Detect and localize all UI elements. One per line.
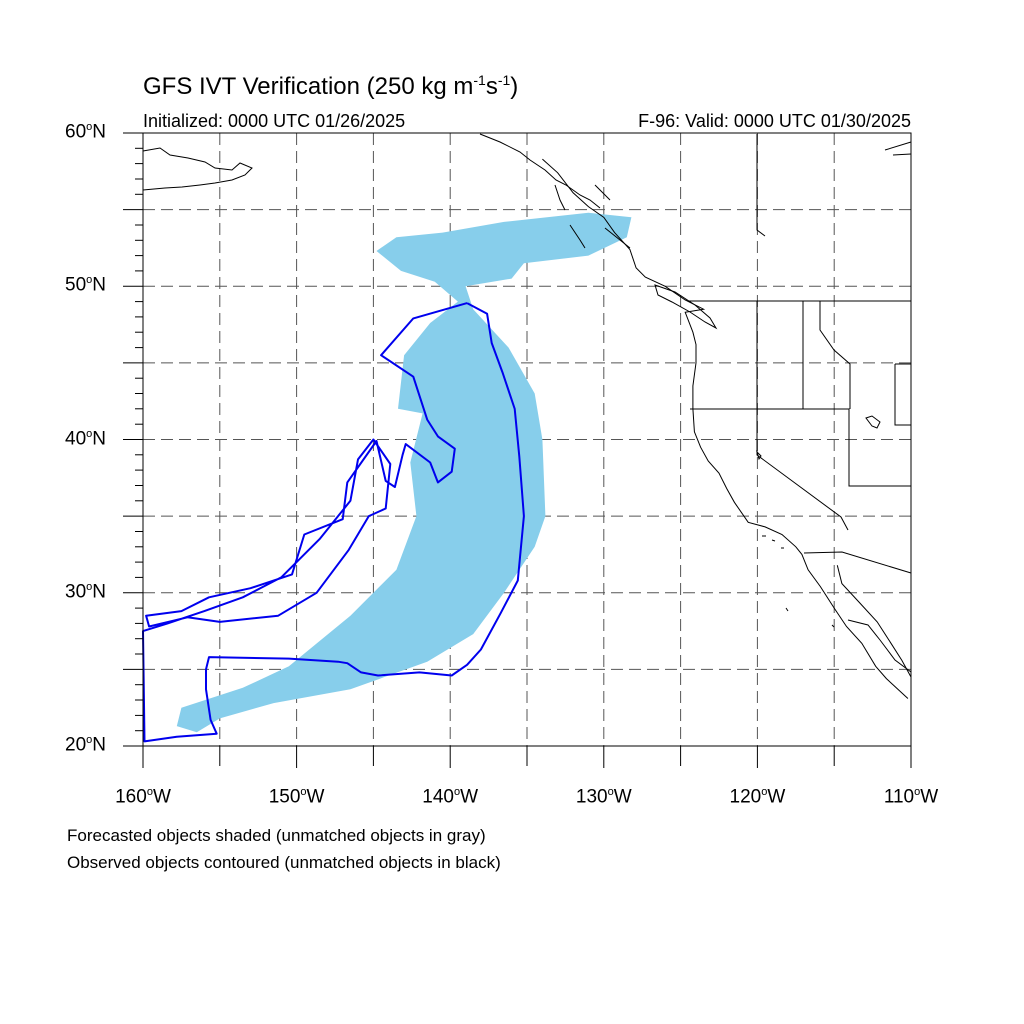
lon-deg: 120 [729, 786, 762, 808]
degree-symbol: o [761, 786, 768, 798]
lat-deg: 30 [65, 581, 87, 603]
lat-hem: N [92, 121, 106, 143]
lon-label-140: 140oW [400, 786, 500, 808]
note-forecast: Forecasted objects shaded (unmatched obj… [67, 826, 486, 845]
degree-symbol: o [86, 274, 93, 287]
lat-label-30: 30oN [36, 581, 106, 603]
lat-hem: N [92, 581, 106, 603]
lat-label-60: 60oN [36, 121, 106, 143]
observed-object-contour [142, 302, 525, 743]
initialized-label: Initialized: 0000 UTC 01/26/2025 [143, 111, 406, 131]
lake-tahoe-icon [755, 450, 762, 461]
degree-symbol: o [300, 786, 307, 798]
lon-hem: W [920, 786, 939, 808]
bc-coast-islands [479, 133, 912, 249]
channel-islands [762, 535, 835, 628]
lon-hem: W [152, 786, 171, 808]
lat-deg: 50 [65, 274, 87, 296]
degree-symbol: o [86, 580, 93, 593]
state-borders [690, 134, 912, 574]
lon-deg: 130 [575, 786, 608, 808]
map-frame [142, 132, 912, 747]
degree-symbol: o [914, 786, 921, 798]
degree-symbol: o [146, 786, 153, 798]
lon-hem: W [613, 786, 632, 808]
lon-label-110: 110oW [861, 786, 961, 808]
degree-symbol: o [86, 427, 93, 440]
lat-label-50: 50oN [36, 274, 106, 296]
lat-label-40: 40oN [36, 428, 106, 450]
lon-label-120: 120oW [707, 786, 807, 808]
lon-hem: W [460, 786, 479, 808]
great-salt-lake-icon [865, 415, 881, 429]
lon-label-160: 160oW [93, 786, 193, 808]
coastline [142, 133, 912, 699]
lat-deg: 40 [65, 427, 87, 449]
degree-symbol: o [454, 786, 461, 798]
baja-interior-lines [847, 619, 912, 673]
lat-deg: 20 [65, 734, 87, 756]
lon-label-150: 150oW [247, 786, 347, 808]
lat-deg: 60 [65, 121, 87, 143]
coastline-gulf-of-california [836, 565, 912, 678]
vancouver-island [654, 284, 718, 330]
lon-deg: 160 [115, 786, 147, 808]
lon-deg: 140 [422, 786, 454, 808]
lat-hem: N [92, 734, 106, 756]
degree-symbol: o [86, 121, 93, 133]
lon-label-130: 130oW [554, 786, 654, 808]
degree-symbol: o [607, 786, 614, 798]
lon-deg: 150 [268, 786, 301, 808]
note-observed: Observed objects contoured (unmatched ob… [67, 853, 501, 872]
lat-label-20: 20oN [36, 734, 106, 756]
chart-title: GFS IVT Verification (250 kg m-1s-1) [143, 72, 519, 100]
lat-hem: N [92, 427, 106, 449]
lon-deg: 110 [883, 786, 915, 808]
axis-ticks [123, 132, 912, 768]
coastline-main [542, 158, 909, 699]
lat-hem: N [92, 274, 106, 296]
forecast-object-shading [176, 212, 632, 733]
degree-symbol: o [86, 734, 93, 746]
alaska-coast [142, 147, 253, 191]
lon-hem: W [306, 786, 325, 808]
lon-hem: W [767, 786, 786, 808]
valid-label: F-96: Valid: 0000 UTC 01/30/2025 [638, 111, 911, 131]
